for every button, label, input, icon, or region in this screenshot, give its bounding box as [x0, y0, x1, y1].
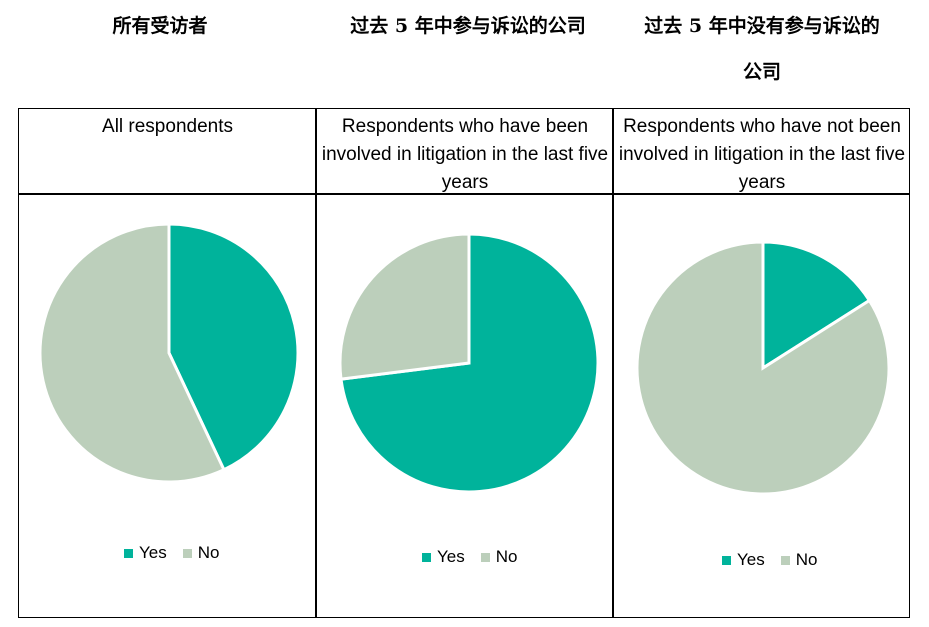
legend-swatch-no — [780, 555, 790, 565]
legend-all: Yes No — [124, 543, 219, 563]
panel-title-not-litigated: Respondents who have not been involved i… — [618, 116, 906, 193]
legend-label-no: No — [197, 543, 220, 562]
pie-slice-no — [38, 222, 226, 484]
legend-label-no: No — [795, 550, 818, 569]
legend-swatch-no — [480, 552, 490, 562]
pie-slice-no — [338, 232, 471, 381]
legend-not-litigated: Yes No — [722, 550, 817, 570]
legend-label-no: No — [495, 547, 518, 566]
pie-chart-litigated — [338, 232, 600, 494]
chart-table: All respondents Respondents who have bee… — [18, 108, 910, 618]
header-cn-not-litigated-line2: 公司 — [742, 61, 781, 83]
divider — [612, 109, 614, 617]
legend-swatch-yes — [124, 548, 133, 558]
pie-slice-no — [635, 240, 891, 496]
panel-title-all: All respondents — [102, 116, 233, 137]
legend-swatch-yes — [422, 552, 431, 562]
header-cn-not-litigated: 过去 5 年中没有参与诉讼的 — [644, 15, 880, 37]
pie-chart-all — [38, 222, 300, 484]
pie-slice-yes — [167, 222, 300, 472]
panel-title-litigated: Respondents who have been involved in li… — [321, 116, 609, 193]
legend-label-yes: Yes — [737, 550, 765, 569]
legend-label-yes: Yes — [437, 547, 465, 566]
legend-swatch-yes — [722, 555, 731, 565]
header-cn-litigated: 过去 5 年中参与诉讼的公司 — [350, 15, 586, 37]
legend-label-yes: Yes — [139, 543, 167, 562]
divider — [19, 193, 909, 195]
legend-litigated: Yes No — [422, 547, 517, 567]
pie-chart-not-litigated — [635, 240, 891, 496]
divider — [315, 109, 317, 617]
header-cn-all: 所有受访者 — [112, 15, 208, 37]
pie-slice-yes — [761, 240, 872, 371]
legend-swatch-no — [182, 548, 192, 558]
